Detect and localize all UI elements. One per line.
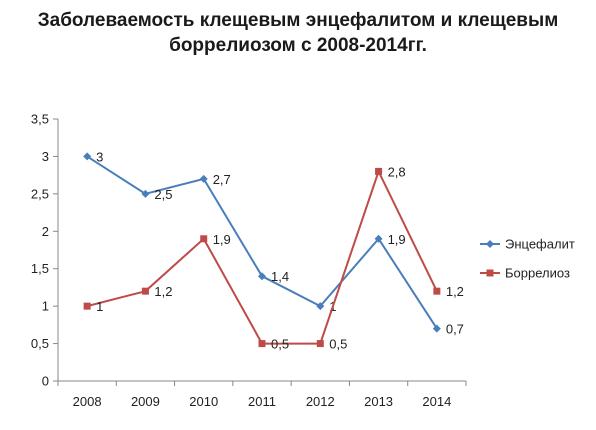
legend-label: Энцефалит — [505, 237, 575, 252]
chart-legend: Энцефалит Боррелиоз — [480, 237, 575, 281]
data-label: 1,4 — [271, 269, 289, 284]
legend-marker — [486, 269, 494, 277]
data-point-marker — [374, 234, 383, 243]
legend-item: Боррелиоз — [480, 266, 570, 281]
data-point-marker — [199, 174, 208, 183]
chart-axes: 0 0,5 1 1,5 2 2,5 3 3,5 2008 2009 2010 2011 2012 2013… — [31, 112, 467, 409]
y-tick-label: 2 — [42, 224, 49, 239]
data-point-marker — [258, 272, 266, 281]
data-point-marker — [83, 152, 92, 161]
data-point-marker — [375, 167, 383, 175]
data-label: 3 — [96, 149, 103, 164]
data-point-marker — [141, 189, 150, 198]
data-point-marker — [316, 340, 324, 348]
y-tick-label: 1,5 — [31, 261, 49, 276]
x-tick-label: 2011 — [248, 394, 276, 409]
chart-title-line-1: Заболеваемость клещевым энцефалитом и кл… — [37, 10, 559, 31]
y-tick-label: 1 — [42, 299, 49, 314]
data-label: 2,7 — [213, 172, 231, 187]
data-label: 1,9 — [213, 232, 231, 247]
data-point-marker — [316, 302, 325, 311]
data-label: 0,5 — [271, 337, 289, 352]
y-tick-label: 3,5 — [31, 112, 49, 127]
data-point-marker — [83, 302, 91, 310]
data-label: 2,5 — [154, 187, 172, 202]
y-tick-label: 2,5 — [31, 186, 49, 201]
y-tick-label: 3 — [42, 149, 49, 164]
data-label: 2,8 — [388, 164, 406, 179]
y-tick-label: 0,5 — [31, 336, 49, 351]
chart-title: Заболеваемость клещевым энцефалитом и кл… — [0, 8, 596, 58]
series-borreliosis: 1 1,2 1,9 0,5 0,5 2,8 1,2 — [83, 164, 464, 352]
data-label: 1,2 — [154, 284, 172, 299]
data-label: 1 — [96, 299, 103, 314]
data-point-marker — [432, 324, 441, 333]
legend-marker — [486, 240, 494, 248]
x-tick-label: 2010 — [189, 394, 218, 409]
series-encephalitis: 3 2,5 2,7 1,4 1 1,9 0,7 — [83, 149, 464, 337]
x-tick-label: 2013 — [364, 394, 393, 409]
data-point-marker — [141, 287, 149, 295]
data-label: 1,2 — [446, 284, 464, 299]
legend-label: Боррелиоз — [505, 266, 570, 281]
data-label: 1,9 — [388, 232, 406, 247]
series-line — [86, 168, 438, 345]
x-tick-label: 2008 — [73, 394, 102, 409]
legend-item: Энцефалит — [480, 237, 575, 252]
x-tick-label: 2014 — [422, 394, 451, 409]
data-point-marker — [200, 235, 208, 243]
data-point-marker — [433, 287, 441, 295]
chart-series-layer: 3 2,5 2,7 1,4 1 1,9 0,71 1,2 1,9 0,5 0,5 2,8 1,2 — [83, 149, 464, 352]
y-tick-label: 0 — [42, 374, 49, 389]
data-label: 0,5 — [329, 337, 347, 352]
data-label: 0,7 — [446, 322, 464, 337]
x-tick-label: 2009 — [131, 394, 160, 409]
x-tick-label: 2012 — [306, 394, 335, 409]
chart-title-line-2: боррелиозом с 2008-2014гг. — [169, 35, 427, 56]
data-point-marker — [258, 340, 266, 348]
